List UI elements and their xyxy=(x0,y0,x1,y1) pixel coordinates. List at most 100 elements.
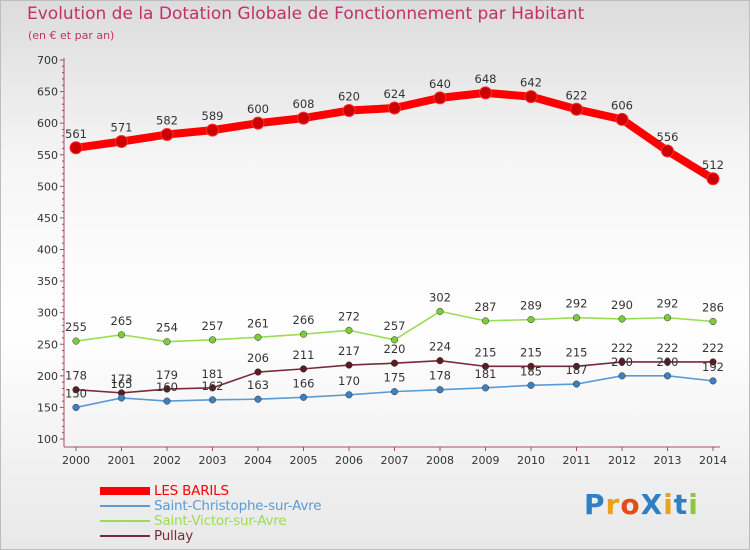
x-tick-label: 2010 xyxy=(517,454,545,467)
y-tick-label: 200 xyxy=(37,370,58,383)
data-point xyxy=(615,112,629,126)
data-label: 181 xyxy=(202,367,224,381)
data-label: 163 xyxy=(247,378,269,392)
data-label: 257 xyxy=(384,319,406,333)
y-tick-label: 250 xyxy=(37,338,58,351)
data-point xyxy=(345,361,353,369)
logo-letter: t xyxy=(673,488,689,521)
data-label: 292 xyxy=(566,297,588,311)
y-tick-label: 550 xyxy=(37,149,58,162)
data-label: 200 xyxy=(657,355,679,369)
x-tick-label: 2013 xyxy=(654,454,682,467)
data-label: 206 xyxy=(247,351,269,365)
data-point xyxy=(618,315,626,323)
x-tick-label: 2001 xyxy=(108,454,136,467)
logo-letter: X xyxy=(640,488,664,521)
data-label: 640 xyxy=(429,77,451,91)
data-label: 642 xyxy=(520,76,542,90)
data-point xyxy=(299,365,308,373)
data-label: 302 xyxy=(429,290,451,304)
legend-swatch xyxy=(100,535,150,537)
data-label: 290 xyxy=(611,298,633,312)
data-label: 215 xyxy=(475,345,497,359)
data-point xyxy=(436,307,444,315)
y-tick-label: 350 xyxy=(37,275,58,288)
data-label: 170 xyxy=(338,374,360,388)
data-point xyxy=(117,331,126,339)
data-point xyxy=(709,358,717,366)
data-label: 150 xyxy=(65,386,87,400)
x-tick-label: 2011 xyxy=(563,454,591,467)
data-label: 624 xyxy=(384,87,406,101)
data-point xyxy=(618,358,626,366)
data-point xyxy=(572,314,581,322)
data-label: 222 xyxy=(611,341,633,355)
x-tick-label: 2006 xyxy=(335,454,363,467)
data-point xyxy=(208,384,217,392)
data-label: 217 xyxy=(338,344,360,358)
data-label: 222 xyxy=(657,341,679,355)
data-label: 648 xyxy=(475,72,497,86)
data-point xyxy=(570,102,583,116)
data-point xyxy=(390,336,399,344)
data-point xyxy=(524,90,538,104)
y-tick-label: 400 xyxy=(37,244,58,257)
data-point xyxy=(163,397,171,405)
y-tick-label: 100 xyxy=(37,433,58,446)
data-point xyxy=(436,357,444,365)
x-tick-label: 2004 xyxy=(244,454,272,467)
chart-subtitle: (en € et par an) xyxy=(28,29,115,42)
data-label: 224 xyxy=(429,340,451,354)
data-label: 187 xyxy=(566,363,588,377)
data-label: 179 xyxy=(156,368,178,382)
legend-label: Saint-Victor-sur-Avre xyxy=(154,513,287,529)
x-tick-label: 2003 xyxy=(199,454,227,467)
data-label: 211 xyxy=(293,348,315,362)
data-point xyxy=(254,395,262,403)
data-point xyxy=(663,372,672,380)
data-point xyxy=(72,337,80,345)
data-point xyxy=(572,380,581,388)
legend-swatch xyxy=(100,520,150,522)
y-tick-label: 600 xyxy=(37,117,58,130)
logo-letter: P xyxy=(584,488,606,521)
data-point xyxy=(479,86,492,100)
data-point xyxy=(706,172,720,186)
data-point xyxy=(481,362,490,370)
data-label: 286 xyxy=(702,301,724,315)
data-point xyxy=(663,314,672,322)
logo-letter: i xyxy=(663,488,674,521)
data-label: 589 xyxy=(202,109,224,123)
data-label: 181 xyxy=(475,367,497,381)
y-tick-label: 700 xyxy=(37,54,58,67)
data-label: 620 xyxy=(338,90,360,104)
data-point xyxy=(436,386,444,394)
y-tick-label: 500 xyxy=(37,180,58,193)
data-label: 608 xyxy=(293,97,315,111)
logo-letter: i xyxy=(688,488,699,521)
data-point xyxy=(163,338,171,346)
data-label: 571 xyxy=(111,120,133,134)
data-point xyxy=(618,372,626,380)
data-label: 215 xyxy=(566,345,588,359)
data-point xyxy=(709,317,717,326)
y-tick-label: 650 xyxy=(37,86,58,99)
data-point xyxy=(69,141,83,155)
x-tick-label: 2008 xyxy=(426,454,454,467)
legend-label: LES BARILS xyxy=(154,483,229,499)
legend-swatch xyxy=(100,487,150,495)
data-label: 265 xyxy=(111,314,133,328)
data-point xyxy=(345,391,353,399)
x-tick-label: 2002 xyxy=(153,454,181,467)
data-point xyxy=(433,91,447,105)
data-label: 160 xyxy=(156,380,178,394)
data-point xyxy=(254,368,262,376)
data-point xyxy=(72,386,80,394)
data-label: 582 xyxy=(156,114,178,128)
data-point xyxy=(481,384,490,392)
data-label: 173 xyxy=(111,372,133,386)
data-point xyxy=(208,336,217,344)
data-point xyxy=(663,358,672,366)
data-label: 200 xyxy=(611,355,633,369)
data-label: 192 xyxy=(702,360,724,374)
